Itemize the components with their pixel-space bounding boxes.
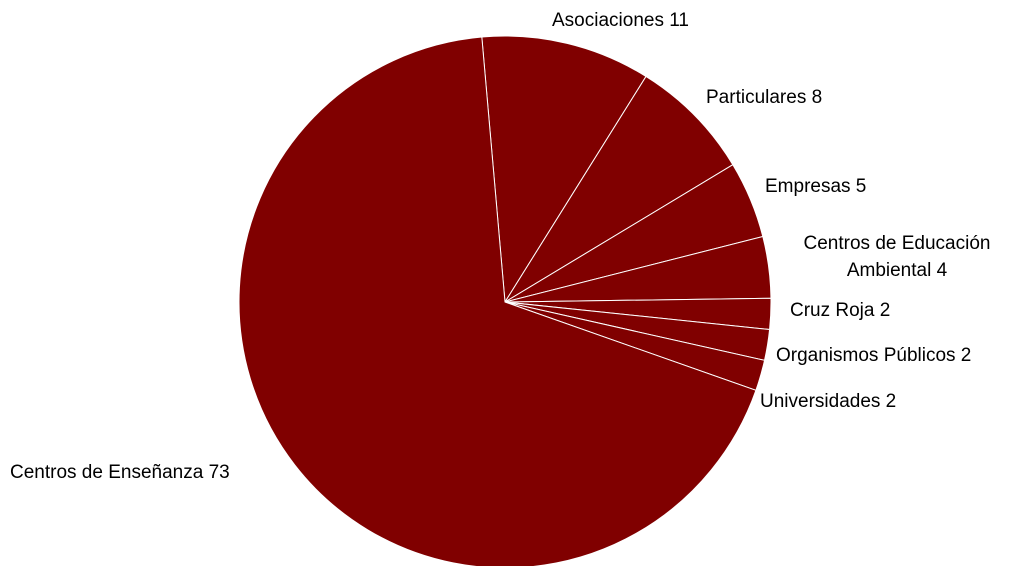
pie-slices (238, 35, 772, 569)
slice-label-organismos-p-blicos: Organismos Públicos 2 (776, 345, 971, 366)
slice-label-line: Centros de Educación (804, 233, 991, 254)
pie-slice-centros-de-ense-anza (238, 36, 757, 569)
slice-label-centros-de-ense-anza: Centros de Enseñanza 73 (10, 462, 230, 483)
slice-label-universidades: Universidades 2 (760, 391, 896, 412)
slice-label-cruz-roja: Cruz Roja 2 (790, 300, 890, 321)
slice-label-centros-de-educaci-n-ambiental: Centros de Educación Ambiental 4 (804, 233, 991, 281)
slice-label-line: Ambiental 4 (847, 260, 948, 281)
slice-label-line: Empresas 5 (765, 176, 866, 197)
pie-slice-asociaciones (481, 35, 647, 304)
slice-label-line: Asociaciones 11 (552, 10, 689, 31)
slice-label-line: Cruz Roja 2 (790, 300, 890, 321)
slice-label-line: Universidades 2 (760, 391, 896, 412)
slice-label-particulares: Particulares 8 (706, 87, 822, 108)
slice-label-line: Centros de Enseñanza 73 (10, 462, 230, 483)
slice-label-line: Organismos Públicos 2 (776, 345, 971, 366)
slice-label-asociaciones: Asociaciones 11 (552, 10, 689, 31)
pie-slice-particulares (504, 75, 734, 303)
pie-labels: Asociaciones 11 Particulares 8 Empresas 5 C… (10, 10, 990, 483)
slice-label-line: Particulares 8 (706, 87, 822, 108)
slice-label-empresas: Empresas 5 (765, 176, 866, 197)
